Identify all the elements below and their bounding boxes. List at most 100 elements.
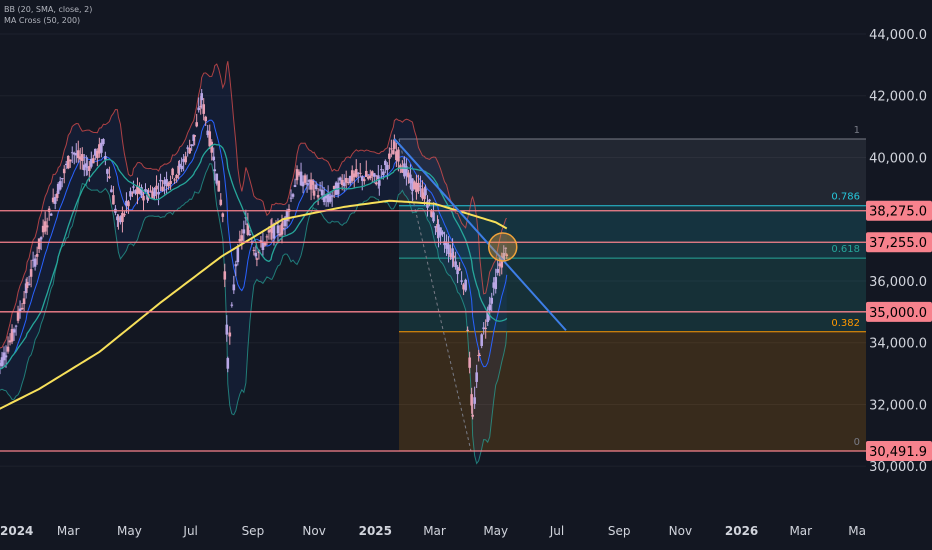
candle-body [366, 176, 370, 179]
price-level-tag[interactable]: 35,000.0 [866, 301, 932, 322]
candle-body [377, 175, 380, 180]
candle-body [88, 166, 91, 171]
candle-body [378, 180, 381, 186]
candle-body [74, 152, 78, 156]
candle-body [6, 346, 10, 352]
candle-body [102, 139, 105, 145]
candle-body [303, 175, 307, 183]
candle-body [163, 180, 166, 185]
price-axis-background [866, 0, 932, 510]
candle-body [132, 186, 135, 188]
candle-body [468, 357, 471, 368]
price-level-tag-bg [866, 232, 932, 253]
fib-level-0.618-label: 0.618 [831, 244, 860, 255]
candle-body [22, 298, 26, 304]
candle-body [123, 214, 126, 216]
candle-body [195, 122, 198, 127]
candle-body [426, 201, 429, 208]
candle-body [159, 179, 162, 182]
candle-body [58, 181, 62, 190]
candle-body [238, 238, 242, 242]
candle-body [215, 173, 219, 184]
candle-body [96, 150, 99, 159]
candle-body [161, 186, 164, 192]
indicator-legend: BB (20, SMA, close, 2) MA Cross (50, 200… [4, 4, 92, 26]
time-tick-label: Nov [302, 524, 325, 538]
candle-body [320, 189, 324, 196]
candle-body [411, 178, 414, 192]
candle-body [12, 329, 16, 333]
candle-body [338, 177, 342, 181]
candle-body [261, 242, 265, 250]
candle-body [190, 144, 193, 147]
price-level-tag[interactable]: 38,275.0 [866, 200, 932, 221]
candle-body [2, 352, 6, 361]
candle-body [324, 195, 328, 199]
candle-body [403, 163, 406, 177]
candle-body [129, 191, 132, 197]
candle-body [291, 194, 295, 197]
candle-body [352, 173, 356, 178]
candle-body [295, 169, 299, 181]
trendline-segment[interactable] [393, 138, 567, 332]
candle-body [221, 213, 225, 217]
time-axis-background [0, 510, 932, 550]
time-axis[interactable]: 2024 Mar May Jul Sep Nov 2025 Mar May Jul Sep Nov 20… [0, 510, 932, 550]
candle-body [116, 216, 119, 221]
candle-body [45, 225, 49, 228]
candle-body [202, 104, 206, 114]
candle-body [346, 182, 350, 184]
price-tick-label: 36,000.0 [869, 275, 927, 290]
trendline[interactable] [393, 138, 567, 332]
bb-indicator-label[interactable]: BB (20, SMA, close, 2) [4, 5, 93, 14]
price-level-tag-bg [866, 441, 932, 461]
candle-body [293, 185, 297, 188]
candle-body [51, 197, 55, 203]
candle-body [415, 182, 418, 193]
time-tick-label: Jul [549, 524, 564, 538]
price-level-tag[interactable]: 30,491.9 [866, 441, 932, 461]
candle-body [373, 173, 376, 177]
candle-body [225, 324, 229, 335]
price-axis[interactable]: 44,000.0 42,000.0 40,000.0 36,000.0 34,000.0… [866, 0, 932, 510]
candle-body [223, 271, 227, 280]
candle-body [208, 131, 212, 147]
candle-body [299, 171, 303, 186]
candle-body [204, 116, 208, 122]
candle-body [314, 184, 318, 190]
candle-body [182, 158, 185, 162]
candle-body [192, 134, 195, 141]
candle-body [360, 176, 364, 181]
candle-body [165, 179, 168, 187]
candle-body [443, 241, 446, 246]
candle-body [401, 167, 404, 173]
candle-body [200, 93, 204, 101]
price-level-tag[interactable]: 37,255.0 [866, 232, 932, 253]
candle-body [340, 179, 344, 186]
candle-body [471, 414, 474, 417]
candle-body [171, 168, 174, 176]
candle-body [33, 258, 37, 267]
candle-body [140, 187, 143, 196]
horizontal-levels[interactable] [0, 210, 866, 452]
candle-body [267, 230, 271, 233]
candle-body [332, 185, 336, 189]
candle-body [439, 227, 442, 236]
candle-body [108, 176, 111, 178]
time-tick-label: Jul [182, 524, 197, 538]
candle-body [86, 166, 89, 168]
candle-body [232, 284, 236, 291]
candle-body [368, 175, 372, 179]
time-tick-label: 2026 [725, 524, 758, 538]
time-tick-label: May [483, 524, 508, 538]
ma-cross-indicator-label[interactable]: MA Cross (50, 200) [4, 16, 81, 25]
candle-body [272, 223, 276, 239]
candle-body [35, 254, 39, 257]
candle-body [380, 169, 383, 171]
candle-body [110, 189, 113, 193]
candle-body [316, 195, 320, 198]
candle-body [178, 163, 181, 168]
candle-body [490, 297, 494, 304]
candle-body [151, 191, 154, 200]
